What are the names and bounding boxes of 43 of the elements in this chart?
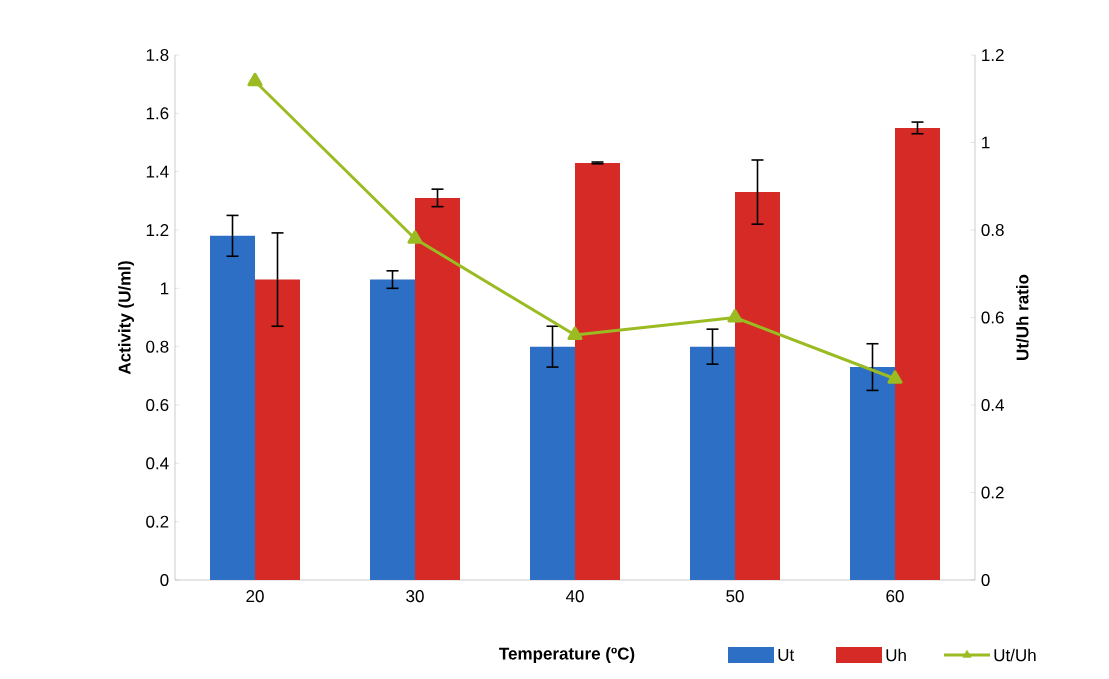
x-tick-label: 50 <box>726 590 744 603</box>
point <box>407 230 423 244</box>
x-tick-label: 60 <box>886 590 904 603</box>
bar <box>530 346 575 580</box>
bar <box>690 346 735 580</box>
y-tick-label: 1 <box>160 282 169 295</box>
y2-tick-label: 0.2 <box>981 486 1004 499</box>
y-tick-label: 0.6 <box>146 398 169 412</box>
y2-tick-label: 0.6 <box>981 311 1004 324</box>
y-tick-label: 1.6 <box>146 107 169 120</box>
y2-tick-label: 1.2 <box>982 49 1004 61</box>
y2-tick-label: 0.8 <box>981 223 1004 237</box>
y-axis-title: Activity (U/ml) <box>118 261 134 375</box>
legend-label: Ut/Uh <box>994 648 1036 662</box>
bar <box>255 279 301 580</box>
bar <box>850 367 895 580</box>
y-tick-label: 1.2 <box>146 224 169 236</box>
y-tick-label: 0.4 <box>146 457 169 470</box>
bar <box>415 197 460 580</box>
y-tick-label: 0.2 <box>146 515 169 528</box>
y-tick-label: 1.4 <box>146 165 169 178</box>
x-tick-label: 40 <box>565 590 584 603</box>
y2-tick-label: 0.4 <box>981 398 1004 412</box>
y-tick-label: 0 <box>160 573 169 587</box>
point <box>727 308 743 323</box>
bar <box>370 279 415 580</box>
point <box>887 370 903 384</box>
point <box>247 72 263 87</box>
bar <box>575 162 620 580</box>
point <box>567 326 583 340</box>
y2-tick-label: 1 <box>982 136 990 149</box>
bar <box>735 192 780 580</box>
y2-axis-title: Ut/Uh ratio <box>1016 274 1029 360</box>
y2-tick-label: 0 <box>981 573 990 587</box>
legend-label: Ut <box>778 649 795 661</box>
x-axis-title: Temperature (ºC) <box>499 647 635 663</box>
x-tick-label: 20 <box>246 590 264 603</box>
x-tick-label: 30 <box>406 590 424 603</box>
legend-label: Uh <box>886 648 906 662</box>
y-tick-label: 0.8 <box>146 340 169 353</box>
bar <box>210 235 256 580</box>
y-tick-label: 1.8 <box>146 48 169 62</box>
bar <box>895 127 940 580</box>
